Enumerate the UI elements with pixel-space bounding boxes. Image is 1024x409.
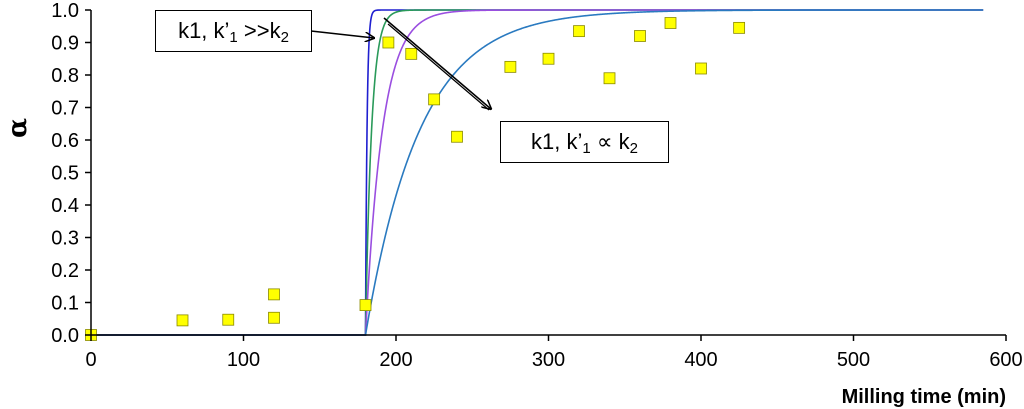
data-point bbox=[504, 60, 517, 73]
model-curve-1 bbox=[91, 9, 984, 336]
callout-arrow-diagonal-inner bbox=[387, 23, 490, 111]
y-tick-label: 0.3 bbox=[51, 228, 79, 250]
y-tick-label: 0.5 bbox=[51, 163, 79, 185]
data-point bbox=[428, 93, 441, 106]
data-point bbox=[542, 52, 555, 65]
y-tick-label: 0.8 bbox=[51, 65, 79, 87]
model-curve-3 bbox=[91, 9, 984, 336]
data-point bbox=[359, 299, 372, 312]
data-point bbox=[573, 25, 585, 38]
y-tick-label: 0.0 bbox=[51, 325, 79, 347]
annotation-prop-sub2: 2 bbox=[629, 140, 638, 157]
x-tick-label: 600 bbox=[989, 349, 1022, 371]
annotation-prop-middle: ∝ k bbox=[590, 129, 630, 154]
x-tick-label: 500 bbox=[837, 349, 870, 371]
data-point bbox=[405, 47, 418, 60]
data-point bbox=[451, 130, 463, 143]
data-point bbox=[664, 17, 677, 29]
annotation-prop-sub1: 1 bbox=[582, 140, 591, 157]
x-tick-label: 200 bbox=[379, 349, 412, 371]
y-tick-label: 0.1 bbox=[51, 293, 79, 315]
data-point bbox=[268, 288, 280, 301]
callout-arrow-top bbox=[310, 30, 374, 38]
annotation-fast-middle: >>k bbox=[237, 18, 281, 43]
y-tick-label: 0.2 bbox=[51, 260, 79, 282]
x-tick-label: 0 bbox=[85, 349, 96, 371]
data-point bbox=[733, 21, 746, 34]
annotation-fast-sub2: 2 bbox=[280, 29, 289, 46]
model-curves bbox=[91, 9, 984, 336]
data-point bbox=[634, 30, 646, 42]
x-tick-label: 100 bbox=[227, 349, 260, 371]
y-tick-label: 0.7 bbox=[51, 98, 79, 120]
x-tick-label: 300 bbox=[532, 349, 565, 371]
y-tick-label: 0.6 bbox=[51, 130, 79, 152]
data-point bbox=[695, 62, 707, 75]
callout-arrow-diagonal-outer bbox=[383, 17, 491, 109]
y-tick-label: 1.0 bbox=[51, 0, 79, 22]
x-ticks: 0 100 200 300 400 500 600 bbox=[85, 335, 1023, 371]
x-tick-label: 400 bbox=[684, 349, 717, 371]
annotation-fast-prefix: k1, k’ bbox=[178, 18, 230, 43]
data-point bbox=[268, 311, 280, 324]
data-point bbox=[222, 313, 235, 326]
model-curve-2 bbox=[91, 9, 984, 336]
y-tick-label: 0.9 bbox=[51, 33, 79, 55]
data-point bbox=[382, 36, 395, 49]
annotation-proportional-kinetics: k1, k’1 ∝ k2 bbox=[500, 121, 669, 163]
y-tick-label: 0.4 bbox=[51, 195, 79, 217]
annotation-fast-kinetics: k1, k’1 >>k2 bbox=[155, 10, 312, 52]
x-axis-title: Milling time (min) bbox=[842, 386, 1006, 408]
model-curve-4 bbox=[91, 9, 984, 336]
y-axis-title: α bbox=[3, 118, 33, 138]
data-point bbox=[176, 314, 189, 327]
annotation-fast-sub1: 1 bbox=[229, 29, 238, 46]
annotation-prop-prefix: k1, k’ bbox=[531, 129, 583, 154]
y-ticks: 0.0 0.1 0.2 0.3 0.4 0.5 0.6 0.7 0.8 0.9 1.0 bbox=[51, 0, 91, 347]
data-points bbox=[85, 17, 746, 341]
data-point bbox=[603, 72, 616, 85]
